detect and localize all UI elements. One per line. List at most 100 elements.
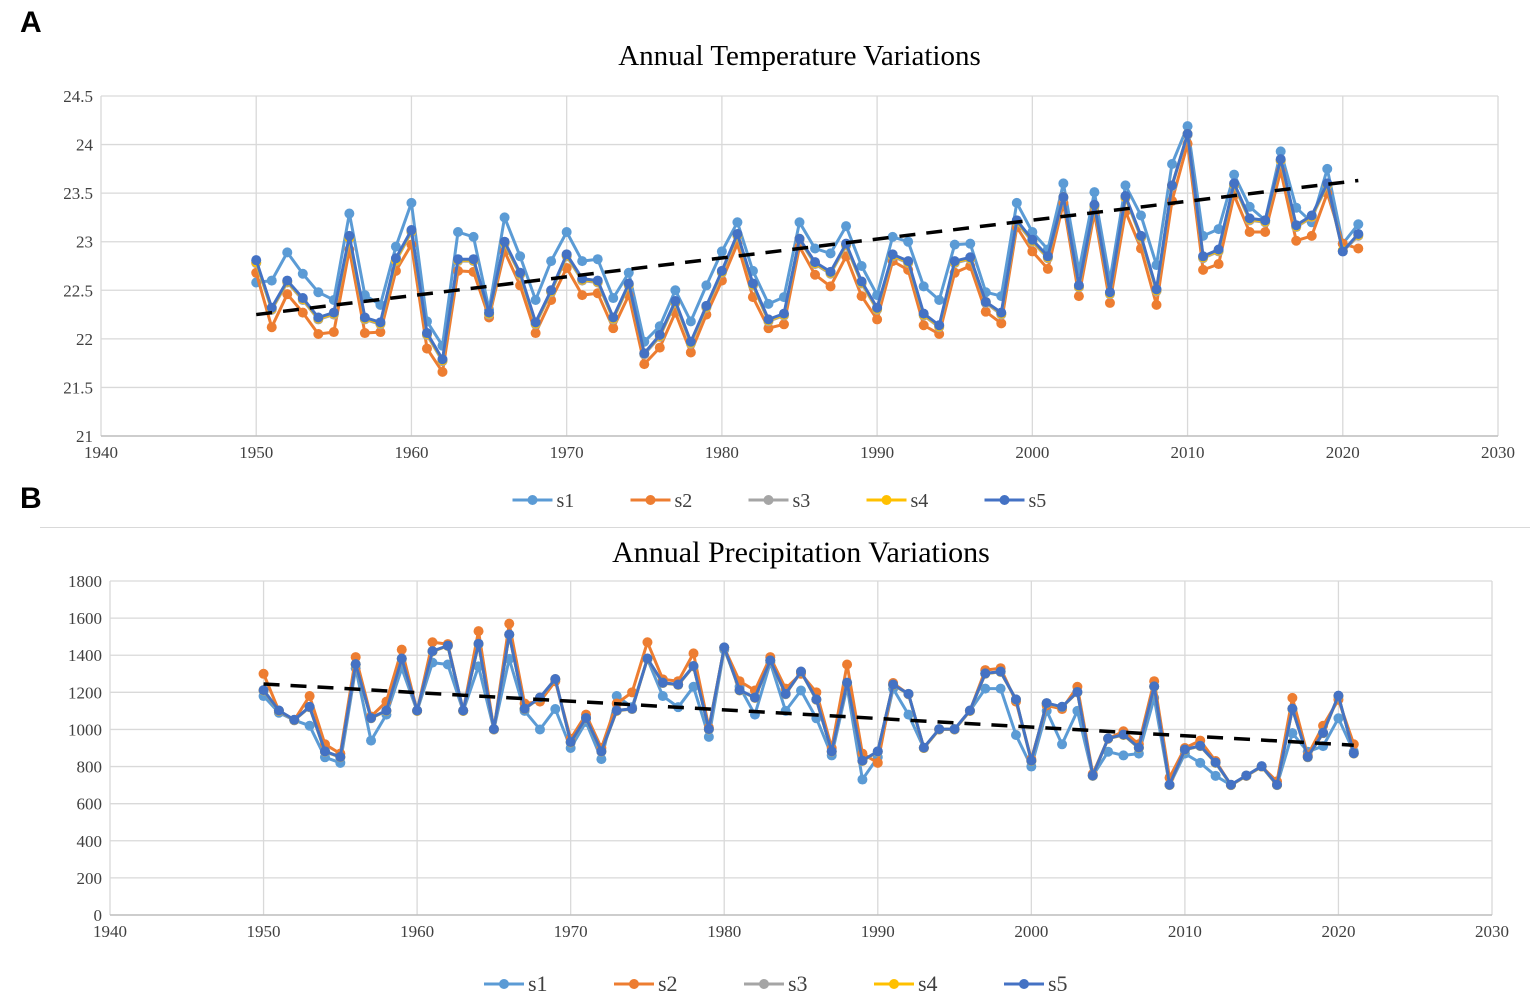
data-point-s1: [546, 256, 557, 267]
data-point-s1: [304, 720, 315, 731]
data-point-s1: [903, 236, 914, 247]
data-point-s5: [313, 312, 324, 323]
data-point-s5: [934, 724, 945, 735]
data-point-s1: [561, 227, 572, 237]
data-point-s5: [980, 668, 991, 679]
data-point-s1: [1135, 210, 1146, 221]
data-point-s5: [282, 275, 293, 286]
data-point-s5: [328, 307, 339, 318]
data-point-s5: [747, 278, 758, 289]
data-point-s5: [794, 233, 805, 244]
data-point-s5: [608, 312, 619, 323]
data-point-s1: [344, 208, 355, 219]
data-point-s5: [1241, 770, 1252, 781]
data-point-s1: [670, 285, 681, 296]
legend-marker-s4: [881, 495, 892, 505]
data-point-s2: [627, 687, 638, 698]
data-point-s5: [1287, 703, 1298, 714]
data-point-s5: [1041, 698, 1052, 709]
y-tick-label: 1600: [68, 609, 102, 628]
data-point-s5: [1322, 178, 1333, 189]
data-point-s2: [1027, 246, 1038, 257]
data-point-s5: [1225, 779, 1236, 790]
data-point-s5: [732, 228, 743, 239]
data-point-s5: [1027, 234, 1038, 245]
data-point-s1: [794, 217, 805, 228]
data-point-s5: [596, 746, 607, 757]
data-point-s5: [390, 253, 401, 264]
x-tick-label: 1950: [247, 922, 281, 941]
data-point-s5: [1087, 770, 1098, 781]
data-point-s1: [390, 241, 401, 252]
data-point-s2: [810, 269, 821, 280]
data-point-s5: [442, 640, 453, 651]
data-point-s5: [1167, 180, 1178, 191]
data-point-s1: [596, 754, 607, 765]
data-point-s1: [685, 316, 696, 327]
data-point-s5: [856, 276, 867, 287]
data-point-s5: [872, 302, 883, 313]
data-point-s5: [887, 249, 898, 260]
legend-label-s2: s2: [675, 490, 693, 512]
data-point-s1: [657, 691, 668, 702]
legend-marker-s3: [759, 979, 769, 989]
data-point-s5: [903, 256, 914, 267]
data-point-s1: [515, 251, 526, 262]
data-point-s2: [1260, 227, 1271, 237]
data-point-s2: [1073, 291, 1084, 302]
precipitation-chart: Annual Precipitation Variations 1940 1950 1…: [68, 536, 1509, 996]
x-tick-label: 2030: [1481, 443, 1515, 462]
data-point-s5: [550, 673, 561, 684]
data-point-s5: [654, 329, 665, 340]
data-point-s2: [918, 320, 929, 331]
data-point-s1: [1057, 739, 1068, 750]
data-point-s5: [1135, 230, 1146, 241]
trendline: [256, 178, 1359, 317]
y-tick-label: 800: [77, 758, 103, 777]
data-point-s5: [734, 685, 745, 696]
data-point-s5: [1337, 246, 1348, 257]
data-point-s1: [1229, 169, 1240, 180]
data-point-s5: [437, 354, 448, 365]
data-point-s5: [258, 685, 269, 696]
data-point-s2: [577, 290, 588, 301]
y-tick-label: 22: [76, 330, 93, 349]
data-point-s5: [688, 660, 699, 671]
data-point-s2: [1198, 264, 1209, 275]
data-point-s1: [1011, 197, 1022, 208]
data-point-s5: [842, 677, 853, 688]
series-s1: [258, 644, 1359, 791]
data-point-s5: [473, 638, 484, 649]
legend-marker-s3: [763, 495, 774, 505]
data-point-s2: [258, 668, 269, 679]
data-point-s1: [1182, 121, 1193, 132]
data-point-s2: [396, 644, 407, 655]
y-tick-label: 24: [76, 136, 94, 155]
data-point-s5: [581, 712, 592, 723]
data-point-s1: [1195, 757, 1206, 768]
data-point-s5: [1149, 681, 1160, 692]
data-point-s1: [1120, 180, 1131, 191]
x-tick-label: 1960: [394, 443, 428, 462]
data-point-s5: [857, 755, 868, 766]
data-point-s5: [344, 230, 355, 241]
data-point-s5: [1179, 744, 1190, 755]
data-point-s5: [427, 646, 438, 657]
data-point-s2: [1291, 235, 1302, 246]
data-point-s5: [1213, 244, 1224, 255]
data-point-s2: [856, 291, 867, 302]
data-point-s5: [561, 249, 572, 260]
data-point-s5: [546, 285, 557, 296]
data-point-s5: [934, 320, 945, 331]
data-point-s5: [1198, 251, 1209, 262]
legend-label-s1: s1: [528, 971, 548, 996]
data-point-s5: [918, 742, 929, 753]
data-point-s5: [703, 724, 714, 735]
data-point-s5: [1103, 733, 1114, 744]
data-point-s5: [381, 705, 392, 716]
data-point-s5: [1353, 228, 1364, 239]
data-point-s1: [980, 683, 991, 694]
data-point-s2: [980, 306, 991, 317]
data-point-s5: [1089, 199, 1100, 210]
data-point-s2: [328, 327, 339, 338]
